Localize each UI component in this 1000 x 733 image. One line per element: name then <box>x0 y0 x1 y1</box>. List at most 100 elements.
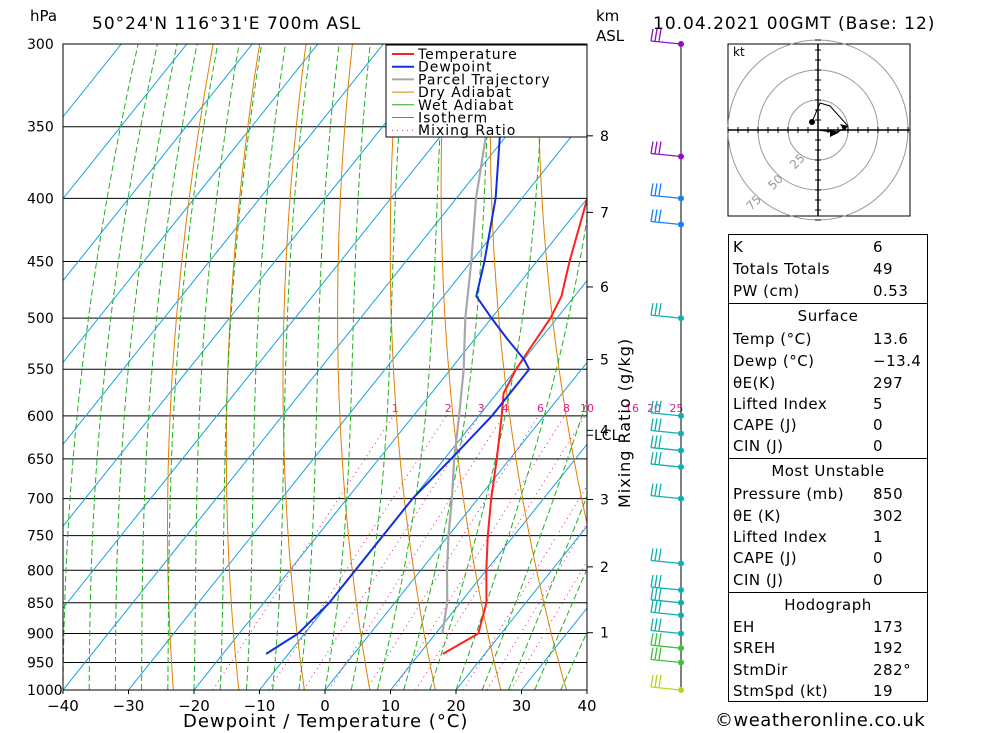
lcl-label: LCL <box>594 428 620 444</box>
wind-barb-feather <box>650 618 654 631</box>
legend-label: Parcel Trajectory <box>418 72 551 88</box>
wind-barb-feather <box>650 451 654 465</box>
dry-adiabat <box>225 44 261 690</box>
wind-barb-feather <box>658 674 662 688</box>
row-value: 5 <box>873 395 884 413</box>
wind-barb-shaft <box>650 686 682 691</box>
wind-barb-feather <box>654 183 658 196</box>
isotherm-line <box>324 361 587 690</box>
x-tick-label: 40 <box>577 697 596 715</box>
wet-adiabat <box>114 44 178 690</box>
mixing-ratio-line <box>328 415 504 690</box>
wet-adiabat <box>167 44 219 690</box>
wind-barb-feather <box>654 483 658 496</box>
wind-barb <box>650 600 682 616</box>
km-tick-label: 5 <box>600 353 609 369</box>
wet-adiabat <box>429 44 546 690</box>
dry-adiabat <box>956 44 1000 690</box>
wind-barb-feather <box>650 548 654 561</box>
pressure-tick-label: 350 <box>27 120 54 136</box>
km-tick-label: 7 <box>600 205 609 221</box>
wind-barb <box>650 618 682 635</box>
wet-adiabat <box>298 44 340 690</box>
wind-barb-feather <box>650 28 654 42</box>
mu-row: Pressure (mb) 850 <box>729 484 927 505</box>
isotherm-line <box>128 116 587 690</box>
km-asl-label: ASL <box>596 27 625 45</box>
wind-barb-feather <box>654 548 658 561</box>
wind-barb-feather <box>654 28 658 42</box>
index-value: 49 <box>873 260 894 278</box>
index-row-tt: Totals Totals 49 <box>729 259 927 280</box>
isotherm-line <box>63 44 253 282</box>
row-label: EH <box>733 618 755 636</box>
mu-row: θE (K) 302 <box>729 506 927 527</box>
wind-barb-feather <box>658 302 662 316</box>
km-tick-label: 1 <box>600 626 609 642</box>
wind-barb-shaft <box>650 644 682 649</box>
copyright-footer[interactable]: ©weatheronline.co.uk <box>715 710 926 731</box>
pressure-tick-label: 300 <box>27 37 54 53</box>
wind-barb-feather <box>650 574 654 588</box>
pressure-tick-label: 600 <box>27 409 54 425</box>
index-label: Totals Totals <box>733 260 830 278</box>
index-label: PW (cm) <box>733 282 800 300</box>
wind-barb-feather <box>650 600 654 613</box>
legend-label: Temperature <box>417 47 518 63</box>
wind-barb-feather <box>650 587 654 600</box>
wet-adiabat <box>141 44 198 690</box>
wind-barb-feather <box>658 587 662 600</box>
wind-barb <box>650 574 682 591</box>
mixing-ratio-label: 8 <box>563 402 570 415</box>
mixing-ratio-label: 1 <box>392 402 399 415</box>
wind-barb-shaft <box>650 314 682 319</box>
index-label: K <box>733 238 744 256</box>
wind-barb-feather <box>654 587 658 600</box>
row-label: Dewp (°C) <box>733 352 815 370</box>
wind-barb-feather <box>650 435 654 448</box>
wind-barb-feather <box>654 600 658 613</box>
surface-row: CIN (J) 0 <box>729 436 927 457</box>
row-label: StmDir <box>733 661 788 679</box>
x-tick-label: 20 <box>446 697 465 715</box>
wind-barb <box>650 548 682 565</box>
wind-barb-feather <box>650 183 654 196</box>
wind-barb-shaft <box>650 463 682 468</box>
row-value: 1 <box>873 528 884 546</box>
legend-label: Mixing Ratio <box>418 123 516 139</box>
most-unstable-title: Most Unstable <box>771 462 885 480</box>
wet-adiabat <box>63 44 139 690</box>
wind-barb-feather <box>658 183 662 196</box>
wind-barb-feather <box>654 451 658 465</box>
wet-adiabat <box>272 44 312 690</box>
pressure-tick-label: 950 <box>27 655 54 671</box>
dry-adiabat <box>440 44 502 690</box>
storm-motion-line <box>817 129 839 134</box>
pressure-tick-label: 1000 <box>27 683 63 699</box>
wind-barb-feather <box>658 141 662 154</box>
isotherm-line <box>63 44 450 528</box>
wind-barb-feather <box>658 209 662 222</box>
mixing-ratio-label: 2 <box>445 402 452 415</box>
hodo-row: StmSpd (kt) 19 <box>729 681 927 702</box>
x-tick-label: −20 <box>178 697 210 715</box>
wind-barb-shaft <box>650 152 682 158</box>
x-tick-label: −40 <box>47 697 79 715</box>
wind-barb-feather <box>650 647 654 660</box>
mixing-ratio-line <box>510 560 587 690</box>
pressure-tick-label: 800 <box>27 563 54 579</box>
wind-barb-shaft <box>650 429 682 435</box>
surface-row: CAPE (J) 0 <box>729 415 927 436</box>
row-label: CAPE (J) <box>733 549 798 567</box>
row-value: 302 <box>873 507 904 525</box>
isotherm-line <box>63 44 515 609</box>
wind-barb-feather <box>654 400 658 414</box>
wind-barb-feather <box>658 400 662 414</box>
location-label: 50°24'N 116°31'E 700m ASL <box>92 14 361 34</box>
row-value: 297 <box>873 374 904 392</box>
hodograph-arrow <box>840 124 848 131</box>
wind-barb-feather <box>658 600 662 613</box>
wind-barb-feather <box>654 647 658 660</box>
